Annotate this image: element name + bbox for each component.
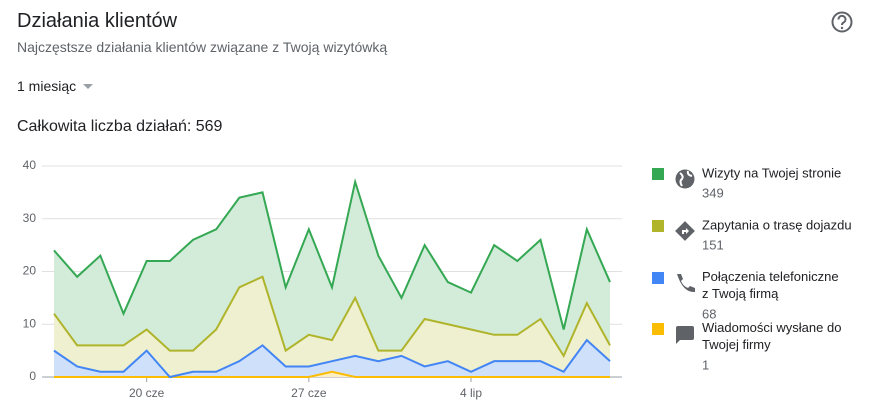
x-tick-label: 27 cze	[291, 386, 327, 400]
x-tick-label: 4 lip	[460, 386, 482, 400]
legend-total: 68	[702, 306, 716, 321]
legend-swatch	[652, 168, 664, 180]
legend-total: 1	[702, 357, 709, 372]
legend-swatch	[652, 220, 664, 232]
line	[54, 370, 610, 378]
area	[54, 340, 610, 377]
legend-item: Zapytania o trasę dojazdu 151	[652, 217, 852, 252]
y-tick-label: 40	[23, 158, 37, 172]
message-icon	[676, 326, 694, 340]
legend-total: 349	[702, 185, 724, 200]
line	[53, 338, 611, 379]
legend-name: Połączenia telefoniczne z Twoją firmą	[702, 269, 839, 301]
help-icon[interactable]	[831, 11, 853, 33]
legend-name: Wizyty na Twojej stronie	[702, 165, 841, 180]
subtitle: Najczęstsze działania klientów związane …	[17, 39, 388, 55]
phone-icon	[677, 274, 695, 293]
y-tick-label: 10	[23, 316, 37, 330]
legend-item: Wiadomości wysłane do Twojej firmy 1	[652, 320, 841, 372]
total-actions: Całkowita liczba działań: 569	[17, 118, 223, 135]
dropdown-arrow[interactable]	[83, 84, 93, 89]
legend-item: Wizyty na Twojej stronie 349	[652, 165, 841, 200]
legend-name: Zapytania o trasę dojazdu	[702, 217, 852, 232]
line	[53, 275, 611, 359]
line	[53, 177, 611, 330]
directions-arrow	[682, 228, 689, 234]
area	[54, 276, 610, 377]
area	[54, 181, 610, 356]
y-tick-label: 30	[23, 211, 37, 225]
area	[54, 371, 610, 377]
y-tick-label: 20	[23, 264, 37, 278]
legend-item: Połączenia telefoniczne z Twoją firmą 68	[652, 269, 839, 321]
legend-swatch	[652, 272, 664, 284]
message-tail	[676, 338, 681, 344]
x-tick-label: 20 cze	[129, 386, 165, 400]
y-tick-label: 0	[29, 369, 36, 383]
globe-land	[679, 170, 693, 187]
legend-swatch	[652, 323, 664, 335]
legend-total: 151	[702, 237, 724, 252]
globe-icon	[675, 169, 695, 189]
period-dropdown[interactable]: 1 miesiąc	[17, 78, 77, 94]
title: Działania klientów	[17, 10, 178, 32]
legend-name: Wiadomości wysłane do Twojej firmy	[702, 320, 841, 352]
